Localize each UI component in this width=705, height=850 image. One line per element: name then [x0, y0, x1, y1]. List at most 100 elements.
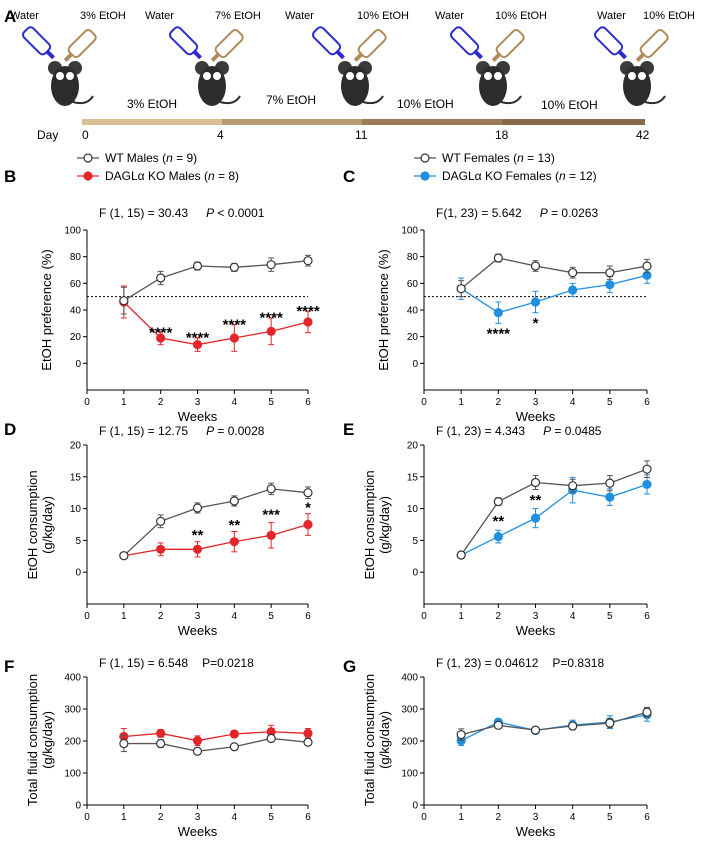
- bottle-label-etoh-1: 3% EtOH: [80, 10, 126, 22]
- mouse-icon: [195, 61, 241, 106]
- panel-letter-a: A: [4, 7, 16, 26]
- series-line: [460, 274, 648, 314]
- x-tick-label: 0: [84, 611, 90, 622]
- x-tick-label: 6: [644, 812, 650, 823]
- x-tick-label: 1: [121, 397, 127, 408]
- x-tick-label: 3: [195, 611, 201, 622]
- y-tick-label: 80: [407, 252, 419, 263]
- y-tick-label: 400: [64, 673, 81, 684]
- x-tick-label: 3: [195, 397, 201, 408]
- legend-marker: [420, 171, 430, 181]
- x-tick-label: 2: [496, 611, 502, 622]
- bottle-label-water-1: Water: [10, 10, 39, 22]
- y-tick-label: 5: [412, 536, 418, 547]
- mouse-eye-right: [494, 72, 502, 80]
- significance-marker: ***: [262, 507, 280, 524]
- mouse-tail: [500, 95, 522, 105]
- x-tick-label: 2: [158, 397, 164, 408]
- x-tick-label: 1: [458, 812, 464, 823]
- significance-marker: **: [192, 527, 204, 544]
- x-tick-label: 0: [421, 812, 427, 823]
- data-point: [192, 261, 203, 271]
- x-tick-label: 4: [232, 611, 238, 622]
- legend-n: n: [559, 169, 566, 183]
- x-tick-label: 1: [458, 611, 464, 622]
- legend-entry-2: DAGLα KO Males (n = 8): [105, 169, 239, 183]
- etoh-bottle-icon: [63, 28, 97, 62]
- legend-n: n: [166, 151, 173, 165]
- x-tick-label: 4: [232, 397, 238, 408]
- day-42: 42: [636, 128, 650, 142]
- y-tick-label: 10: [407, 504, 419, 515]
- stat-f: F (1, 23) = 4.343: [436, 424, 525, 438]
- day-0: 0: [82, 128, 89, 142]
- y-tick-label: 20: [407, 332, 419, 343]
- mouse-eye-left: [56, 72, 64, 80]
- mouse-body: [341, 66, 369, 106]
- y-tick-label: 100: [401, 226, 418, 237]
- legend-entry-2: DAGLα KO Females (n = 12): [442, 169, 597, 183]
- stat-line: F (1, 15) = 30.43 P < 0.0001: [99, 206, 265, 220]
- etoh-bottle-body: [495, 28, 525, 59]
- bottle-label-water-3: Water: [285, 10, 314, 22]
- bottle-label-water-5: Water: [597, 10, 626, 22]
- y-axis-label-line-2: (g/kg/day): [377, 496, 392, 554]
- data-point: [605, 718, 615, 728]
- x-tick-label: 6: [644, 397, 650, 408]
- legend-rest: = 13): [524, 151, 555, 165]
- y-tick-label: 0: [75, 359, 81, 370]
- series-wt: [119, 482, 313, 561]
- series-line: [123, 523, 309, 557]
- day-4: 4: [217, 128, 224, 142]
- data-point: [530, 725, 541, 735]
- x-tick-label: 4: [570, 611, 576, 622]
- stat-pvalue: < 0.0001: [214, 206, 265, 220]
- water-bottle-body: [594, 26, 624, 56]
- significance-marker: **: [492, 513, 504, 530]
- data-point: [493, 497, 503, 507]
- y-tick-label: 5: [75, 536, 81, 547]
- series-ko: [456, 266, 652, 324]
- series-wt: [456, 253, 652, 298]
- water-bottle-spout: [335, 50, 345, 60]
- timeline-bar-2: [222, 119, 362, 125]
- stat-line: F (1, 15) = 6.548 P=0.0218: [99, 656, 254, 670]
- etoh-bottle-body: [639, 28, 669, 59]
- y-tick-label: 100: [64, 226, 81, 237]
- y-axis-label-line-1: Total fluid consumption: [362, 674, 377, 806]
- x-axis-label: Weeks: [516, 824, 556, 839]
- etoh-bottle-spout: [63, 52, 73, 62]
- stat-pvalue: = 0.0263: [548, 206, 599, 220]
- legend-text: WT Males (: [105, 151, 166, 165]
- mouse-eye-left: [484, 72, 492, 80]
- series-ko: [119, 724, 313, 746]
- water-bottle-icon: [312, 26, 345, 60]
- stat-f: F (1, 15) = 6.548: [99, 656, 188, 670]
- stat-p: P: [206, 424, 214, 438]
- significance-marker: ****: [487, 326, 511, 343]
- day-11: 11: [355, 128, 368, 142]
- y-tick-label: 100: [401, 769, 418, 780]
- y-tick-label: 20: [70, 441, 82, 452]
- x-tick-label: 2: [158, 611, 164, 622]
- series-ko: [456, 474, 652, 560]
- stat-line: F (1, 15) = 12.75 P = 0.0028: [99, 424, 265, 438]
- stat-f: F(1, 23) = 5.642: [436, 206, 522, 220]
- x-tick-label: 6: [305, 397, 311, 408]
- stat-pvalue: P=0.8318: [552, 656, 604, 670]
- data-point: [303, 728, 313, 738]
- data-point: [266, 326, 276, 336]
- series-wt: [119, 733, 313, 756]
- phase-label-3: 10% EtOH: [397, 97, 454, 111]
- data-point: [568, 481, 578, 491]
- data-point: [156, 273, 166, 283]
- bottle-label-etoh-5: 10% EtOH: [643, 10, 695, 22]
- significance-marker: *: [533, 315, 539, 332]
- y-tick-label: 0: [75, 801, 81, 812]
- bottle-label-etoh-4: 10% EtOH: [495, 10, 547, 22]
- bottle-label-etoh-2: 7% EtOH: [215, 10, 261, 22]
- phase-label-4: 10% EtOH: [541, 98, 598, 112]
- bottle-label-water-4: Water: [435, 10, 464, 22]
- etoh-bottle-icon: [353, 28, 387, 62]
- legend-marker: [83, 171, 93, 181]
